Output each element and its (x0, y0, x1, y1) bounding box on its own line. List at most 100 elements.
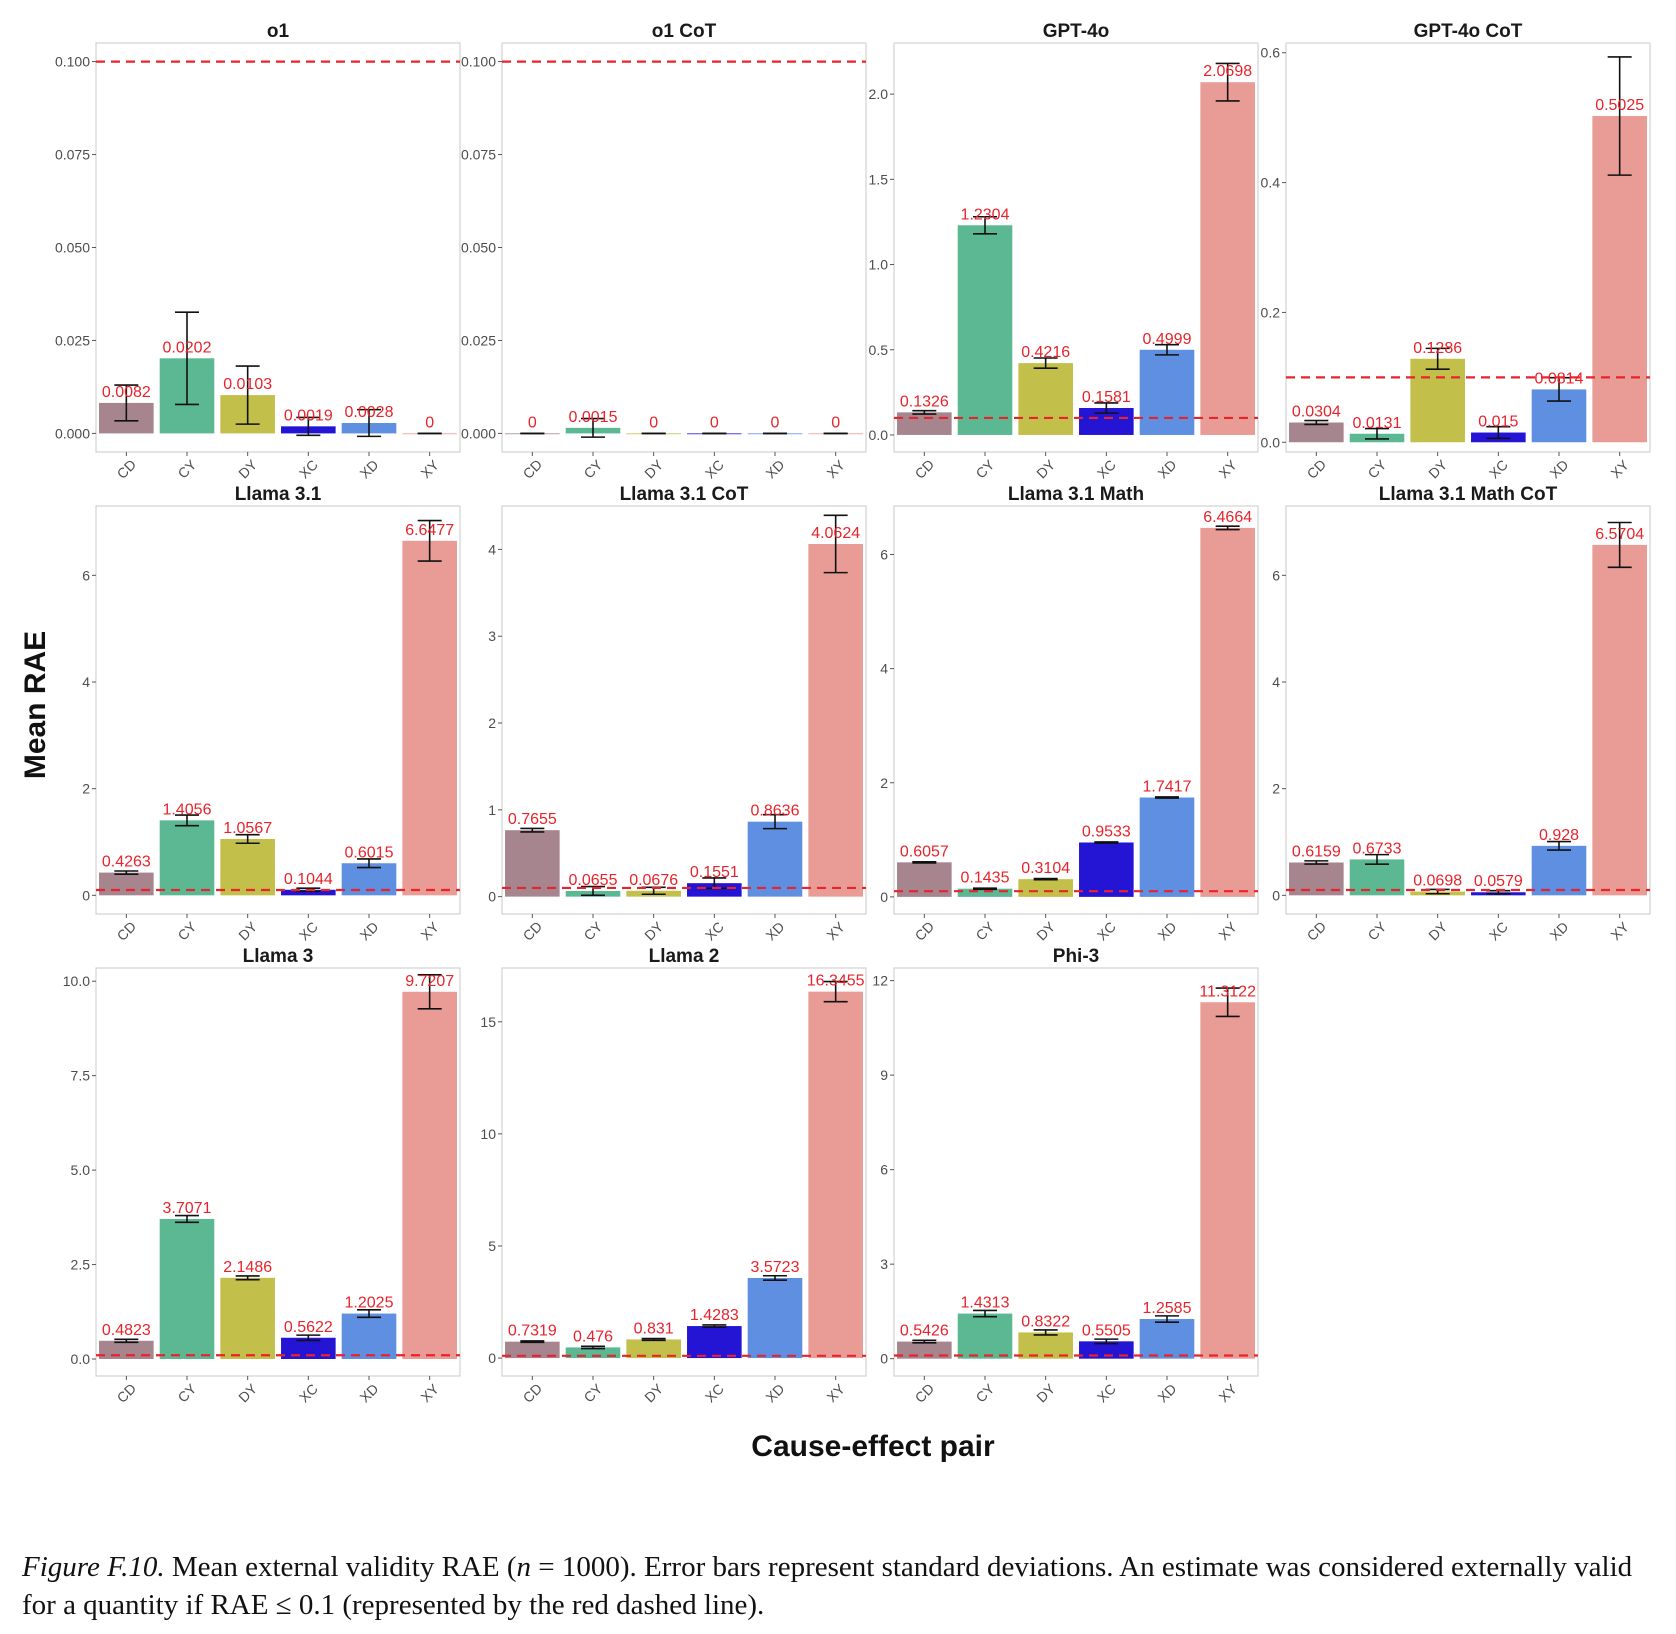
y-tick-label: 0.050 (461, 240, 496, 256)
x-tick-label: XY (823, 456, 848, 481)
bar-dy (626, 1339, 681, 1359)
data-label: 1.2025 (345, 1295, 394, 1312)
y-tick-label: 0 (82, 887, 90, 903)
x-tick-label: XD (762, 456, 787, 481)
x-tick-label: DY (641, 918, 667, 944)
data-label: 0.3104 (1021, 860, 1070, 877)
x-tick-label: XC (1094, 456, 1119, 481)
x-tick-label: CD (1304, 918, 1330, 944)
panel-frame (95, 505, 461, 915)
x-tick-label: DY (1425, 456, 1451, 482)
panel-llama-3-1-cot: Llama 3.1 CoT 0 1 2 3 4 0.7655 CD 0.0655 CY 0.0676… (488, 484, 867, 944)
x-tick-label: DY (1033, 1380, 1059, 1406)
x-tick-label: CY (580, 456, 606, 482)
data-label: 2.0698 (1203, 63, 1252, 80)
data-label: 0.5025 (1595, 97, 1644, 114)
x-tick-label: DY (1033, 456, 1059, 482)
y-tick-label: 4 (1272, 674, 1280, 690)
data-label: 0 (831, 414, 840, 431)
bar-dy (1410, 358, 1465, 443)
x-tick-label: CY (174, 1380, 200, 1406)
panel-frame (501, 967, 867, 1377)
data-label: 0.0019 (284, 407, 333, 424)
x-tick-label: DY (235, 918, 261, 944)
bar-cy (159, 1218, 215, 1359)
data-label: 0.1435 (961, 870, 1010, 887)
y-tick-label: 7.5 (71, 1068, 91, 1084)
y-tick-label: 0 (488, 889, 496, 905)
data-label: 1.2304 (961, 206, 1010, 223)
x-tick-label: CD (520, 1380, 546, 1406)
x-tick-label: XC (1094, 1380, 1119, 1405)
panel-frame (95, 42, 461, 453)
data-label: 0.0579 (1474, 873, 1523, 890)
panel-gpt-4o: GPT-4o 0.0 0.5 1.0 1.5 2.0 0.1326 CD 1.2304 CY 0.4… (869, 21, 1259, 482)
data-label: 2.1486 (223, 1259, 272, 1276)
panel-title: Llama 3 (243, 946, 314, 967)
x-tick-label: CD (114, 1380, 140, 1406)
y-tick-label: 0.5 (869, 342, 889, 358)
x-tick-label: XY (1215, 918, 1240, 943)
bar-cd (505, 1341, 560, 1359)
panel-llama-2: Llama 2 0 5 10 15 0.7319 CD 0.476 CY 0.831 DY 1.428… (480, 946, 867, 1406)
x-tick-label: CY (174, 456, 200, 482)
panel-frame (1285, 505, 1651, 915)
panel-frame (95, 967, 461, 1377)
panel-title: o1 CoT (652, 21, 717, 42)
x-tick-label: DY (1425, 918, 1451, 944)
bar-xd (341, 1313, 397, 1359)
data-label: 1.2585 (1143, 1300, 1192, 1317)
data-label: 0.4263 (102, 854, 151, 871)
data-label: 0.0676 (629, 872, 678, 889)
panel-title: Phi-3 (1053, 946, 1099, 967)
data-label: 0.928 (1539, 827, 1579, 844)
data-label: 0.6015 (345, 844, 394, 861)
x-tick-label: XC (296, 456, 321, 481)
figure-caption: Figure F.10. Mean external validity RAE … (22, 1548, 1662, 1624)
x-tick-label: XC (702, 918, 727, 943)
bar-cd (505, 830, 560, 897)
y-tick-label: 1.5 (869, 171, 889, 187)
data-label: 6.5704 (1595, 526, 1644, 543)
data-label: 0 (710, 414, 719, 431)
panel-frame (501, 505, 867, 915)
data-label: 0.1044 (284, 871, 333, 888)
data-label: 0.5505 (1082, 1322, 1131, 1339)
y-tick-label: 2 (488, 715, 496, 731)
data-label: 0 (649, 414, 658, 431)
y-tick-label: 1 (488, 802, 496, 818)
data-label: 0.831 (634, 1320, 674, 1337)
y-tick-label: 0.0 (1261, 434, 1281, 450)
data-label: 0.4999 (1143, 331, 1192, 348)
data-label: 0.5622 (284, 1319, 333, 1336)
data-label: 0.8636 (751, 803, 800, 820)
bar-xy (402, 991, 457, 1359)
x-tick-label: XD (762, 1380, 787, 1405)
y-tick-label: 0.025 (55, 332, 90, 348)
data-label: 0.1286 (1413, 340, 1462, 357)
y-tick-label: 0.075 (461, 147, 496, 163)
data-label: 9.7207 (405, 973, 454, 990)
x-tick-label: CD (912, 456, 938, 482)
x-tick-label: CY (174, 918, 200, 944)
data-label: 3.7071 (163, 1200, 212, 1217)
bar-cy (957, 888, 1013, 897)
data-label: 1.4056 (163, 801, 212, 818)
x-tick-label: DY (1033, 918, 1059, 944)
x-tick-label: CY (1364, 918, 1390, 944)
y-tick-label: 2.0 (869, 86, 889, 102)
y-tick-label: 0.100 (461, 54, 496, 70)
data-label: 0.015 (1478, 414, 1518, 431)
data-label: 0.0082 (102, 384, 151, 401)
x-tick-label: XC (296, 918, 321, 943)
data-label: 0 (771, 414, 780, 431)
panel-llama-3: Llama 3 0.0 2.5 5.0 7.5 10.0 0.4823 CD 3.7071 CY 2… (63, 946, 461, 1406)
x-tick-label: XY (1607, 918, 1632, 943)
data-label: 0.0814 (1535, 370, 1584, 387)
data-label: 0.476 (573, 1328, 613, 1345)
panel-gpt-4o-cot: GPT-4o CoT 0.0 0.2 0.4 0.6 0.0304 CD 0.0131 CY 0.… (1261, 21, 1651, 482)
data-label: 16.3455 (807, 973, 865, 990)
caption-text-2: = 1000). Error bars represent standard d… (22, 1551, 1633, 1621)
panel-title: GPT-4o (1043, 21, 1110, 42)
bar-xd (747, 1277, 803, 1359)
